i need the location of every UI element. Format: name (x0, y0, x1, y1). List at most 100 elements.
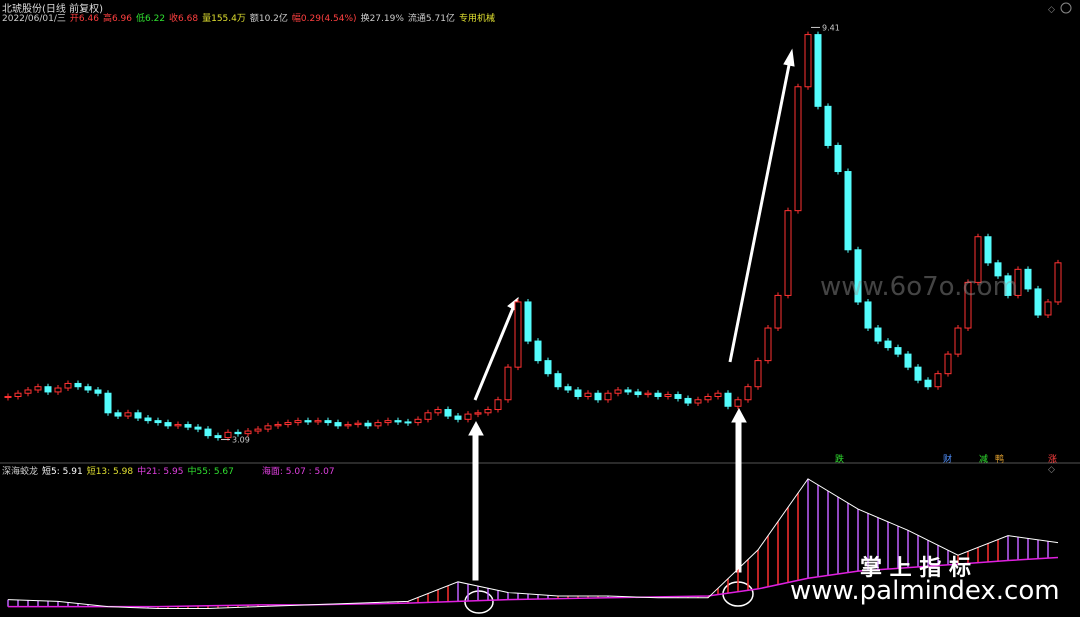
candle (864, 301, 872, 329)
toggle-icon[interactable]: ◇ (1048, 465, 1055, 475)
volume: 量155.4万 (202, 14, 246, 24)
candle (844, 171, 852, 251)
candle (474, 412, 482, 415)
candle (644, 392, 652, 396)
candle (1044, 301, 1052, 316)
candle (724, 392, 732, 407)
highlight-circle (464, 590, 494, 614)
signal: 财 (943, 455, 953, 465)
candle (424, 412, 432, 420)
candle (874, 327, 882, 342)
candle (34, 386, 42, 391)
signal: 跌 (835, 455, 845, 465)
candle (264, 425, 272, 430)
legend: 海面: 5.07 : 5.07 (261, 467, 335, 477)
candle (494, 399, 502, 411)
signal: 涨 (1048, 455, 1058, 465)
annotation: 9.41 (822, 23, 840, 32)
candle (584, 392, 592, 397)
candle (284, 422, 292, 426)
candle (824, 105, 832, 146)
candle (544, 360, 552, 375)
candle (484, 409, 492, 414)
indicator-line (8, 556, 1059, 608)
candle (504, 366, 512, 401)
candle (714, 392, 722, 397)
candle (204, 428, 212, 437)
candle (594, 392, 602, 401)
arrows (468, 48, 795, 581)
candle (444, 409, 452, 417)
candle (764, 327, 772, 362)
candle (924, 379, 932, 388)
candle (794, 86, 802, 212)
candle (14, 392, 22, 397)
candle (674, 394, 682, 399)
indicator-name: 深海蛟龙 (2, 467, 39, 477)
candle (294, 420, 302, 424)
candle (754, 360, 762, 388)
candle (814, 34, 822, 107)
candle (324, 420, 332, 424)
indicator-line (7, 478, 1059, 609)
candle (624, 389, 632, 393)
stock-name: 北琥股份(日线 前复权) (2, 4, 103, 15)
candle (354, 422, 362, 426)
candle (214, 435, 222, 439)
high: 高6.96 (102, 14, 132, 24)
candle (994, 262, 1002, 277)
candle (514, 301, 522, 368)
candle (344, 424, 352, 427)
candle (1014, 268, 1022, 296)
watermark: www.palmindex.com (790, 576, 1060, 606)
candle (854, 249, 862, 303)
candle (604, 392, 612, 401)
candle (804, 34, 812, 88)
candle (124, 412, 132, 417)
candle (54, 387, 62, 393)
candle (634, 391, 642, 396)
candle (834, 144, 842, 173)
candle (894, 347, 902, 355)
settings-icon[interactable] (1060, 2, 1072, 14)
annotation: 3.09 (232, 436, 250, 445)
candle (1004, 275, 1012, 296)
candle (524, 301, 532, 342)
watermark: www.6o7o.com (820, 272, 1018, 302)
candle (554, 373, 562, 388)
candle (74, 382, 82, 388)
watermark: 掌 上 指 标 (860, 556, 971, 581)
legend: 短5: 5.91 (42, 467, 83, 477)
candle (734, 399, 742, 407)
toggle-icon[interactable]: ◇ (1048, 5, 1055, 15)
candle (704, 395, 712, 401)
candle (434, 409, 442, 414)
candle (94, 389, 102, 394)
candle (654, 392, 662, 397)
candle (404, 421, 412, 424)
candle (964, 281, 972, 329)
candle (114, 412, 122, 417)
candle (664, 394, 672, 397)
candle (374, 422, 382, 427)
candle (454, 415, 462, 420)
float: 流通5.71亿 (407, 14, 455, 24)
candle (174, 424, 182, 427)
candle (934, 373, 942, 388)
amount: 额10.2亿 (249, 14, 288, 24)
candle (274, 424, 282, 427)
candle (784, 210, 792, 296)
candle (954, 327, 962, 355)
candle (534, 340, 542, 362)
candle (164, 422, 172, 427)
candle (64, 382, 72, 389)
candle (464, 413, 472, 420)
candle (614, 389, 622, 394)
candle (684, 397, 692, 404)
candle (984, 236, 992, 264)
candle (394, 420, 402, 423)
candle (1024, 268, 1032, 290)
candle (904, 353, 912, 368)
candle (194, 426, 202, 430)
